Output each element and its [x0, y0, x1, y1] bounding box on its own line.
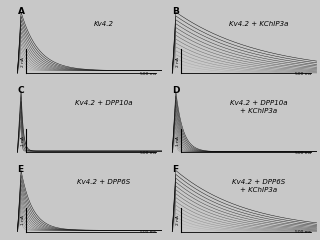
Text: Kv4.2: Kv4.2 — [94, 21, 114, 27]
Text: 500 ms: 500 ms — [295, 72, 311, 76]
Text: 500 ms: 500 ms — [140, 230, 156, 234]
Text: 1 nA: 1 nA — [176, 136, 180, 146]
Text: 500 ms: 500 ms — [295, 151, 311, 155]
Text: Kv4.2 + DPP6S
+ KChIP3a: Kv4.2 + DPP6S + KChIP3a — [232, 179, 285, 193]
Text: Kv4.2 + DPP10a
+ KChIP3a: Kv4.2 + DPP10a + KChIP3a — [230, 100, 287, 114]
Text: 2 nA: 2 nA — [176, 57, 180, 67]
Text: C: C — [18, 86, 24, 95]
Text: F: F — [172, 165, 178, 174]
Text: A: A — [18, 7, 24, 16]
Text: 1 nA: 1 nA — [21, 136, 25, 146]
Text: E: E — [18, 165, 24, 174]
Text: 500 ms: 500 ms — [140, 151, 156, 155]
Text: D: D — [172, 86, 180, 95]
Text: Kv4.2 + DPP6S: Kv4.2 + DPP6S — [77, 179, 130, 185]
Text: Kv4.2 + KChIP3a: Kv4.2 + KChIP3a — [229, 21, 288, 27]
Text: 2 nA: 2 nA — [21, 57, 25, 67]
Text: 500 ms: 500 ms — [295, 230, 311, 234]
Text: Kv4.2 + DPP10a: Kv4.2 + DPP10a — [75, 100, 132, 106]
Text: 500 ms: 500 ms — [140, 72, 156, 76]
Text: 1 nA: 1 nA — [21, 215, 25, 225]
Text: 2 nA: 2 nA — [176, 215, 180, 225]
Text: B: B — [172, 7, 179, 16]
